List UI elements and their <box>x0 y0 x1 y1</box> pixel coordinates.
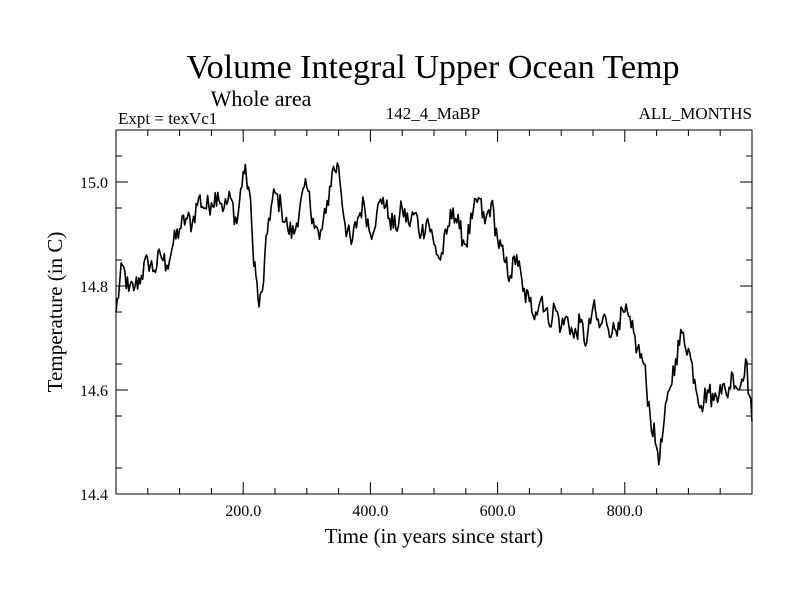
y-tick-label: 14.8 <box>80 279 108 296</box>
months-label: ALL_MONTHS <box>639 104 752 123</box>
x-axis-label: Time (in years since start) <box>325 524 544 548</box>
x-tick-label: 400.0 <box>352 503 388 520</box>
x-tick-label: 200.0 <box>225 503 261 520</box>
experiment-label: Expt = texVc1 <box>118 109 217 128</box>
chart-subtitle: Whole area <box>211 86 312 111</box>
chart-title: Volume Integral Upper Ocean Temp <box>187 49 680 86</box>
y-tick-label: 14.4 <box>80 487 108 504</box>
x-tick-label: 600.0 <box>480 503 516 520</box>
series-group <box>115 162 753 466</box>
tick-labels: 200.0 400.0 600.0 800.0 14.4 14.6 14.8 15.0 <box>80 175 643 520</box>
y-tick-label: 15.0 <box>80 175 108 192</box>
y-tick-label: 14.6 <box>80 383 108 400</box>
plot-frame <box>115 129 753 495</box>
series-line <box>115 162 753 466</box>
axis-ticks <box>116 130 752 495</box>
y-axis-label: Temperature (in C) <box>43 232 67 393</box>
run-label: 142_4_MaBP <box>386 104 480 123</box>
x-tick-label: 800.0 <box>607 503 643 520</box>
